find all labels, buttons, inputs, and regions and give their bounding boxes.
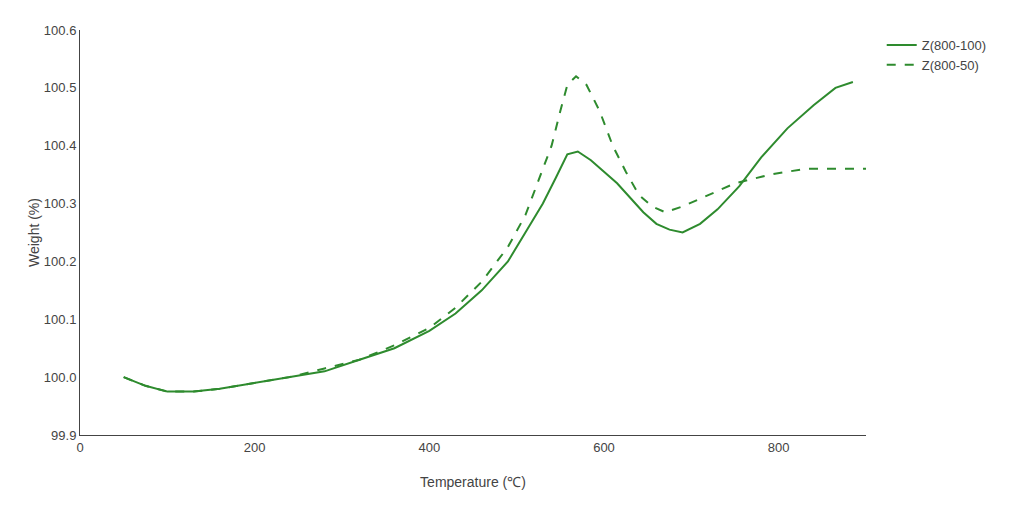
svg-text:99.9: 99.9: [51, 428, 76, 443]
svg-text:100.4: 100.4: [44, 138, 77, 153]
svg-text:100.1: 100.1: [44, 312, 77, 327]
svg-text:400: 400: [418, 440, 440, 455]
svg-text:100.0: 100.0: [44, 370, 77, 385]
svg-text:Weight (%): Weight (%): [26, 198, 42, 267]
svg-text:600: 600: [593, 440, 615, 455]
svg-text:0: 0: [76, 440, 83, 455]
svg-text:200: 200: [244, 440, 266, 455]
svg-text:100.5: 100.5: [44, 80, 77, 95]
svg-text:100.3: 100.3: [44, 196, 77, 211]
svg-text:100.6: 100.6: [44, 23, 77, 38]
svg-text:Z(800-100): Z(800-100): [922, 38, 986, 53]
svg-text:800: 800: [768, 440, 790, 455]
svg-text:100.2: 100.2: [44, 254, 77, 269]
svg-text:Temperature (℃): Temperature (℃): [420, 474, 526, 490]
svg-text:Z(800-50): Z(800-50): [922, 58, 979, 73]
